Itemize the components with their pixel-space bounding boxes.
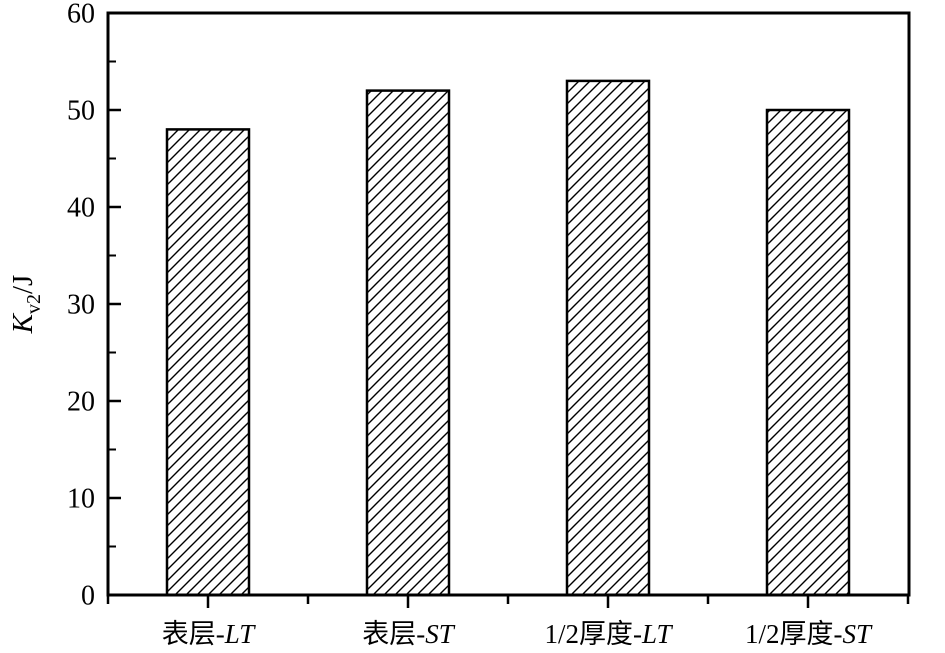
category-label-suffix: ST <box>842 619 873 649</box>
y-tick-label: 0 <box>81 581 95 612</box>
category-label-prefix: 1/2厚度- <box>545 619 643 649</box>
y-tick-label: 30 <box>67 290 95 321</box>
y-axis: 0 10 20 30 40 50 60 <box>67 0 121 612</box>
category-label: 1/2厚度-ST <box>745 619 873 649</box>
category-label-prefix: 表层- <box>362 619 425 649</box>
category-label-suffix: ST <box>425 619 456 649</box>
y-tick-label: 10 <box>67 484 95 515</box>
bar <box>565 79 651 597</box>
category-label-prefix: 表层- <box>162 619 225 649</box>
y-tick-label: 50 <box>67 96 95 127</box>
y-axis-title: Kv2/J <box>7 275 45 335</box>
x-axis <box>106 595 910 608</box>
bars <box>165 79 851 597</box>
bar <box>765 108 851 597</box>
bar <box>365 89 451 597</box>
y-axis-title-symbol: K <box>7 312 39 334</box>
category-label-suffix: LT <box>641 619 673 649</box>
category-label-prefix: 1/2厚度- <box>745 619 843 649</box>
category-label: 表层-LT <box>162 619 256 649</box>
category-label: 1/2厚度-LT <box>545 619 674 649</box>
category-labels: 表层-LT 表层-ST 1/2厚度-LT 1/2厚度-ST <box>162 619 873 649</box>
y-axis-title-subscript: v2 <box>23 294 45 314</box>
category-label-suffix: LT <box>224 619 256 649</box>
bar <box>165 128 251 597</box>
y-tick-label: 40 <box>67 193 95 224</box>
y-tick-label: 60 <box>67 0 95 30</box>
y-tick-label: 20 <box>67 387 95 418</box>
y-axis-title-unit: /J <box>7 275 39 294</box>
category-label: 表层-ST <box>362 619 456 649</box>
